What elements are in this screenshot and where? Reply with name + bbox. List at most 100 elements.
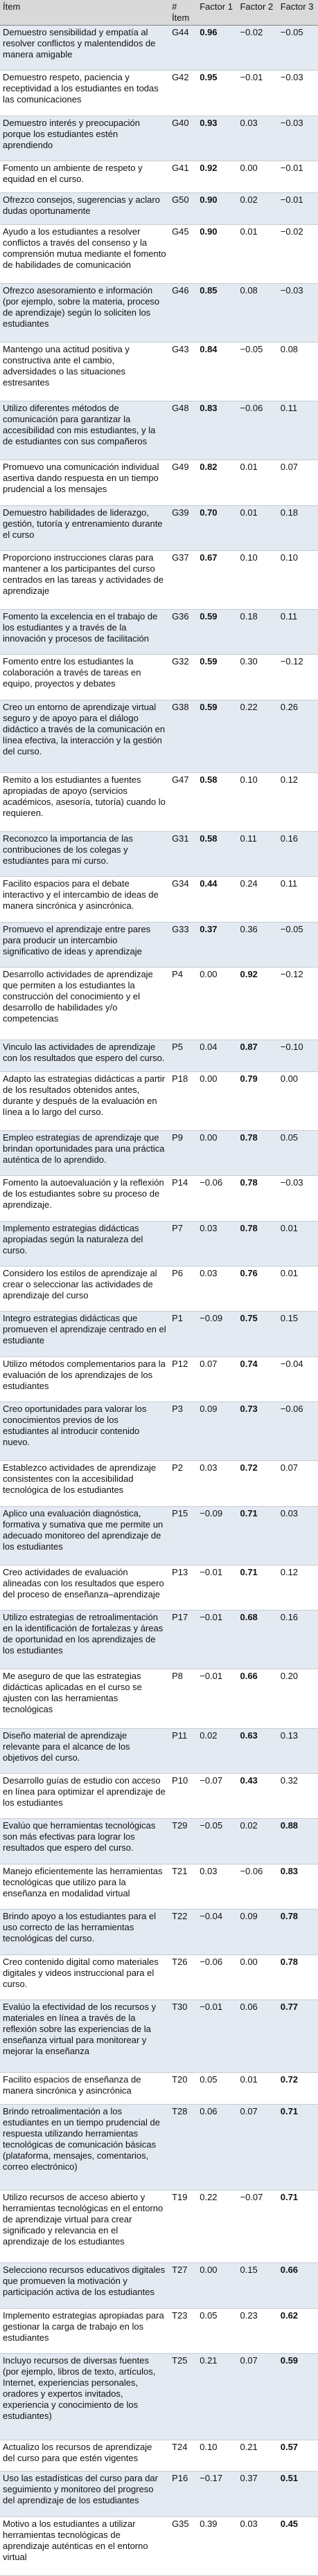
item-id: P14 bbox=[169, 1175, 197, 1222]
factor-loading: 0.03 bbox=[237, 2516, 278, 2576]
item-text: Fomento entre los estudiantes la colabor… bbox=[0, 654, 170, 700]
factor-loading: 0.96 bbox=[197, 25, 238, 71]
factor-loading: −0.01 bbox=[197, 1565, 238, 1611]
item-id: T26 bbox=[169, 1954, 197, 2001]
item-row: Vinculo las actividades de aprendizaje c… bbox=[0, 1040, 318, 1072]
item-row: Creo actividades de evaluación alineadas… bbox=[0, 1565, 318, 1611]
factor-loading: 0.59 bbox=[197, 609, 238, 655]
item-text: Remito a los estudiantes a fuentes aprop… bbox=[0, 772, 170, 832]
factor-loading: 0.09 bbox=[237, 1909, 278, 1955]
factor-loading: −0.05 bbox=[237, 342, 278, 401]
factor-loading: −0.02 bbox=[277, 224, 318, 284]
factor-loading: −0.03 bbox=[277, 283, 318, 343]
item-row: Implemento estrategias apropiadas para g… bbox=[0, 2308, 318, 2354]
factor-loading: 0.67 bbox=[197, 550, 238, 610]
factor-loading: 0.11 bbox=[277, 609, 318, 655]
item-id: G42 bbox=[169, 70, 197, 116]
factor-loading: 0.78 bbox=[237, 1175, 278, 1222]
item-id: G49 bbox=[169, 460, 197, 506]
item-id: G37 bbox=[169, 550, 197, 610]
factor-loading: −0.05 bbox=[277, 25, 318, 71]
item-id: P16 bbox=[169, 2471, 197, 2517]
item-text: Empleo estrategias de aprendizaje que br… bbox=[0, 1130, 170, 1177]
factor-loading: −0.06 bbox=[237, 401, 278, 461]
item-id: G39 bbox=[169, 505, 197, 551]
factor-loading: 0.79 bbox=[237, 1071, 278, 1131]
factor-loading: 0.72 bbox=[277, 2072, 318, 2105]
factor-loading: −0.12 bbox=[277, 967, 318, 1040]
item-row: Fomento la excelencia en el trabajo de l… bbox=[0, 609, 318, 655]
item-row: Demuestro interés y preocupación porque … bbox=[0, 116, 318, 162]
item-row: Incluyo recursos de diversas fuentes (po… bbox=[0, 2353, 318, 2440]
item-text: Adapto las estrategias didácticas a part… bbox=[0, 1071, 170, 1131]
factor-loading: 0.23 bbox=[237, 2308, 278, 2354]
item-id: G34 bbox=[169, 876, 197, 923]
item-text: Desarrollo guías de estudio con acceso e… bbox=[0, 1773, 170, 1820]
factor-loading: 0.07 bbox=[237, 2104, 278, 2191]
header-row: Ítem # Ítem Factor 1 Factor 2 Factor 3 bbox=[0, 0, 318, 26]
factor-loading: 0.83 bbox=[277, 1864, 318, 1910]
factor-loading: 0.43 bbox=[237, 1773, 278, 1820]
factor-loading: −0.06 bbox=[197, 1175, 238, 1222]
factor-loading: 0.72 bbox=[237, 1460, 278, 1507]
item-id: G43 bbox=[169, 342, 197, 401]
factor-loading: 0.18 bbox=[237, 609, 278, 655]
item-text: Selecciono recursos educativos digitales… bbox=[0, 2262, 170, 2309]
item-text: Reconozco la importancia de las contribu… bbox=[0, 831, 170, 878]
factor-loading: 0.22 bbox=[197, 2190, 238, 2264]
item-id: T28 bbox=[169, 2104, 197, 2191]
item-text: Me aseguro de que las estrategias didáct… bbox=[0, 1669, 170, 1729]
factor-loading: 0.00 bbox=[197, 967, 238, 1040]
item-row: Utilizo métodos complementarios para la … bbox=[0, 1357, 318, 1403]
item-row: Utilizo diferentes métodos de comunicaci… bbox=[0, 401, 318, 461]
item-text: Proporciono instrucciones claras para ma… bbox=[0, 550, 170, 610]
factor-loading: 0.07 bbox=[237, 2353, 278, 2440]
item-text: Utilizo estrategias de retroalimentación… bbox=[0, 1610, 170, 1670]
item-row: Brindo apoyo a los estudiantes para el u… bbox=[0, 1909, 318, 1955]
item-text: Considero los estilos de aprendizaje al … bbox=[0, 1266, 170, 1312]
item-text: Evalúo que herramientas tecnológicas son… bbox=[0, 1818, 170, 1865]
item-row: Facilito espacios de enseñanza de manera… bbox=[0, 2072, 318, 2105]
item-id: G32 bbox=[169, 654, 197, 700]
factor-loading: 0.59 bbox=[277, 2353, 318, 2440]
factor-loading: 0.78 bbox=[237, 1130, 278, 1177]
item-text: Implemento estrategias didácticas apropi… bbox=[0, 1221, 170, 1267]
factor-loading: 0.58 bbox=[197, 772, 238, 832]
item-id: T22 bbox=[169, 1909, 197, 1955]
item-row: Fomento la autoevaluación y la reflexión… bbox=[0, 1175, 318, 1222]
item-row: Empleo estrategias de aprendizaje que br… bbox=[0, 1130, 318, 1177]
item-row: Adapto las estrategias didácticas a part… bbox=[0, 1071, 318, 1131]
factor-loading: 0.05 bbox=[277, 1130, 318, 1177]
item-row: Creo oportunidades para valorar los cono… bbox=[0, 1402, 318, 1462]
factor-loading: 0.12 bbox=[277, 772, 318, 832]
factor-loading: 0.87 bbox=[237, 1040, 278, 1072]
factor-loading: 0.10 bbox=[197, 2440, 238, 2472]
item-id: G41 bbox=[169, 161, 197, 193]
factor-loading: −0.01 bbox=[277, 192, 318, 225]
item-id: T27 bbox=[169, 2262, 197, 2309]
factor-loading: 0.57 bbox=[277, 2440, 318, 2472]
item-id: P3 bbox=[169, 1402, 197, 1462]
item-row: Aplico una evaluación diagnóstica, forma… bbox=[0, 1506, 318, 1566]
factor-loading: 0.77 bbox=[277, 1999, 318, 2073]
factor-loading: 0.01 bbox=[237, 505, 278, 551]
factor-loading: 0.00 bbox=[197, 1071, 238, 1131]
factor-loading: 0.06 bbox=[237, 1999, 278, 2073]
factor-loading: 0.73 bbox=[237, 1402, 278, 1462]
item-row: Ayudo a los estudiantes a resolver confl… bbox=[0, 224, 318, 284]
item-text: Promuevo el aprendizaje entre pares para… bbox=[0, 922, 170, 968]
item-id: P15 bbox=[169, 1506, 197, 1566]
factor-loading: 0.11 bbox=[237, 831, 278, 878]
item-id: P2 bbox=[169, 1460, 197, 1507]
factor-loading: 0.01 bbox=[237, 224, 278, 284]
item-id: P17 bbox=[169, 1610, 197, 1670]
factor-loading: 0.00 bbox=[277, 1071, 318, 1131]
item-row: Promuevo una comunicación individual ase… bbox=[0, 460, 318, 506]
item-text: Brindo apoyo a los estudiantes para el u… bbox=[0, 1909, 170, 1955]
factor-loading: 0.71 bbox=[237, 1565, 278, 1611]
item-id: P10 bbox=[169, 1773, 197, 1820]
factor-loading: 0.83 bbox=[197, 401, 238, 461]
item-row: Fomento entre los estudiantes la colabor… bbox=[0, 654, 318, 700]
factor-loading: 0.62 bbox=[277, 2308, 318, 2354]
